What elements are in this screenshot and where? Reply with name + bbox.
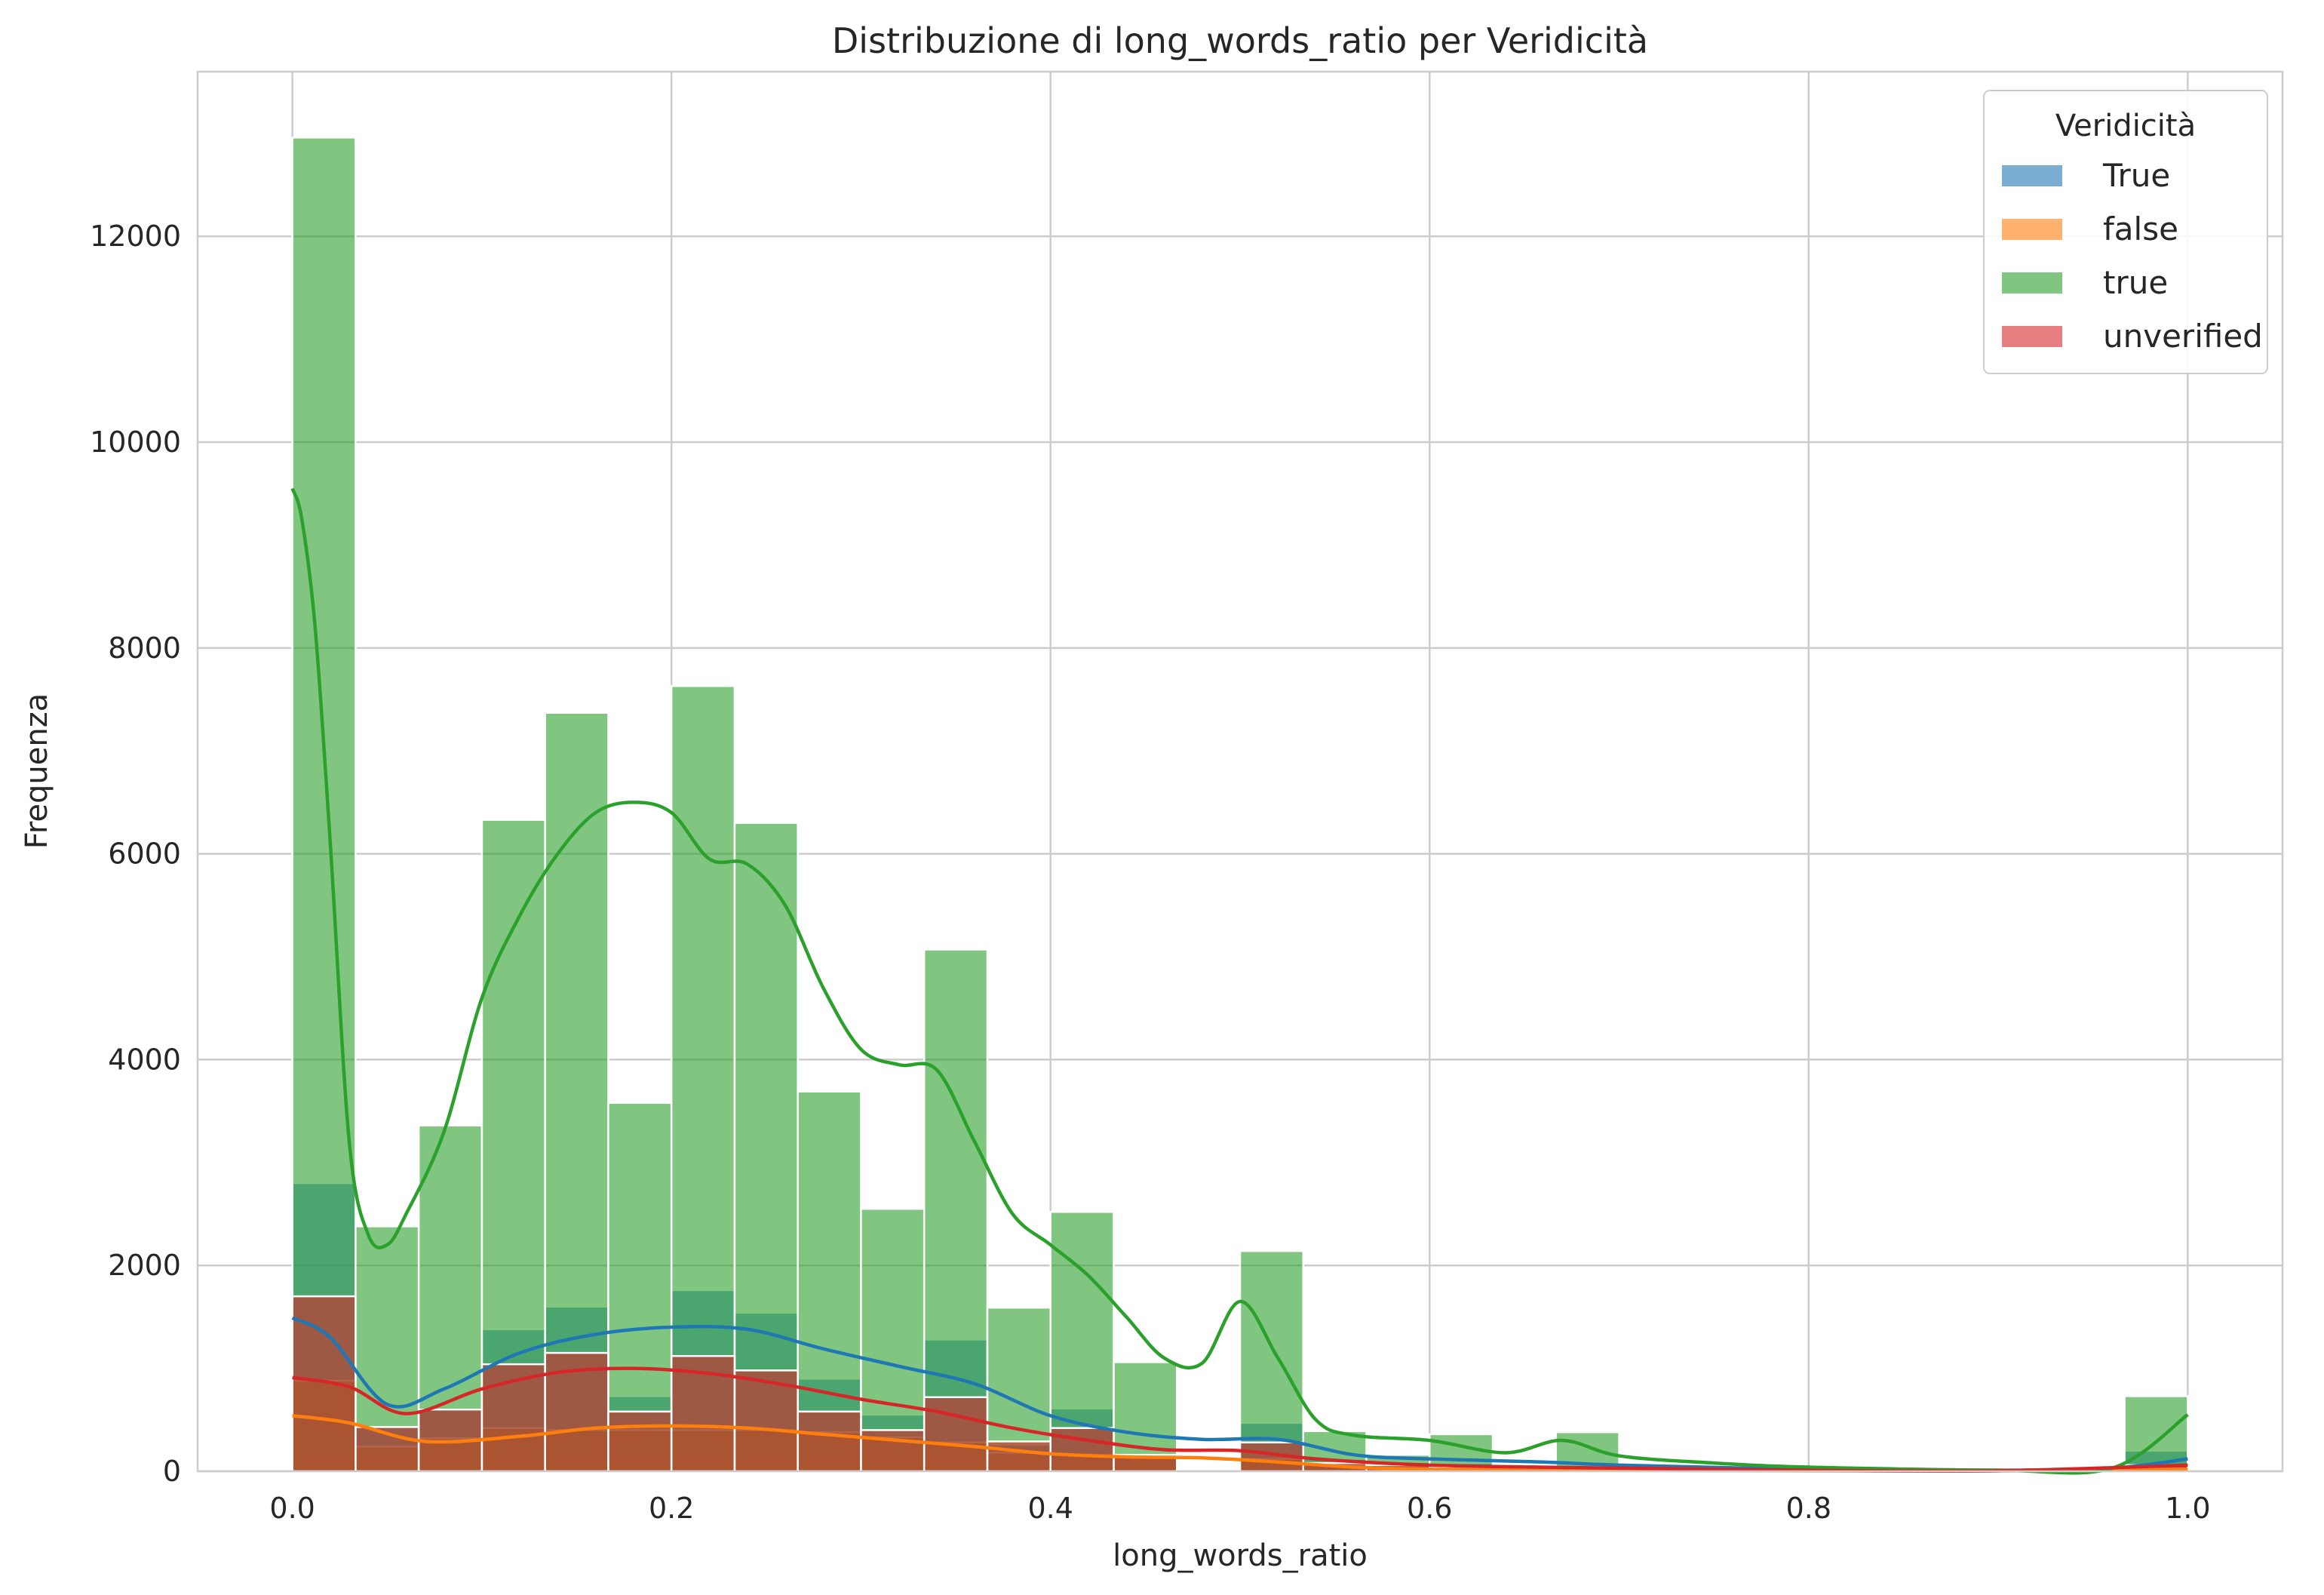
histogram-bar <box>1113 1361 1178 1473</box>
histogram-bar <box>607 1410 673 1473</box>
legend-swatch <box>2002 219 2062 240</box>
legend: Veridicità True false true unverified <box>1983 90 2268 374</box>
legend-item-unverified: unverified <box>2002 318 2263 355</box>
legend-item-true: true <box>2002 264 2168 301</box>
y-axis-ticks: 0 2000 4000 6000 8000 10000 12000 <box>90 220 181 1488</box>
histogram-bar <box>860 1429 926 1473</box>
x-tick-label: 0.4 <box>1028 1492 1073 1525</box>
legend-label: false <box>2103 211 2178 247</box>
histogram-bar <box>1239 1249 1305 1473</box>
x-tick-label: 0.8 <box>1786 1492 1831 1525</box>
legend-title: Veridicità <box>2055 109 2196 143</box>
plot-frame <box>196 70 2284 1473</box>
x-tick-label: 0.2 <box>649 1492 694 1525</box>
x-axis-label: long_words_ratio <box>1113 1538 1368 1573</box>
histogram-bar <box>291 1295 357 1473</box>
legend-swatch <box>2002 165 2062 186</box>
series-bars-unverified <box>291 1295 2189 1473</box>
histogram-bar <box>860 1207 926 1473</box>
legend-swatch <box>2002 272 2062 293</box>
y-tick-label: 0 <box>163 1455 181 1488</box>
legend-swatch <box>2002 326 2062 347</box>
chart-title: Distribuzione di long_words_ratio per Ve… <box>832 20 1648 61</box>
y-tick-label: 10000 <box>90 426 181 459</box>
legend-label: True <box>2102 157 2170 194</box>
histogram-bar <box>797 1410 862 1473</box>
y-tick-label: 2000 <box>108 1249 181 1282</box>
x-tick-label: 0.0 <box>269 1492 315 1525</box>
histogram-bar <box>923 948 989 1473</box>
y-tick-label: 8000 <box>108 632 181 665</box>
histogram-bar <box>923 1396 989 1473</box>
legend-item-true-upper: True <box>2002 157 2170 194</box>
histogram-bar <box>986 1440 1051 1473</box>
x-axis-ticks: 0.0 0.2 0.4 0.6 0.8 1.0 <box>269 1492 2210 1525</box>
histogram-bar <box>670 685 736 1473</box>
histogram-bar <box>291 137 357 1473</box>
legend-frame <box>1983 90 2268 374</box>
legend-item-false: false <box>2002 211 2178 247</box>
histogram-bar <box>733 1369 799 1473</box>
legend-label: true <box>2103 264 2168 301</box>
kde-curve-true <box>290 487 2189 1475</box>
y-tick-label: 6000 <box>108 837 181 871</box>
y-tick-label: 12000 <box>90 220 181 253</box>
kde-curve-unverified <box>292 1366 2188 1474</box>
x-tick-label: 0.6 <box>1407 1492 1452 1525</box>
y-tick-label: 4000 <box>108 1043 181 1076</box>
legend-label: unverified <box>2103 318 2263 355</box>
histogram-bar <box>544 711 609 1473</box>
y-axis-label: Frequenza <box>20 693 54 849</box>
x-tick-label: 1.0 <box>2165 1492 2210 1525</box>
